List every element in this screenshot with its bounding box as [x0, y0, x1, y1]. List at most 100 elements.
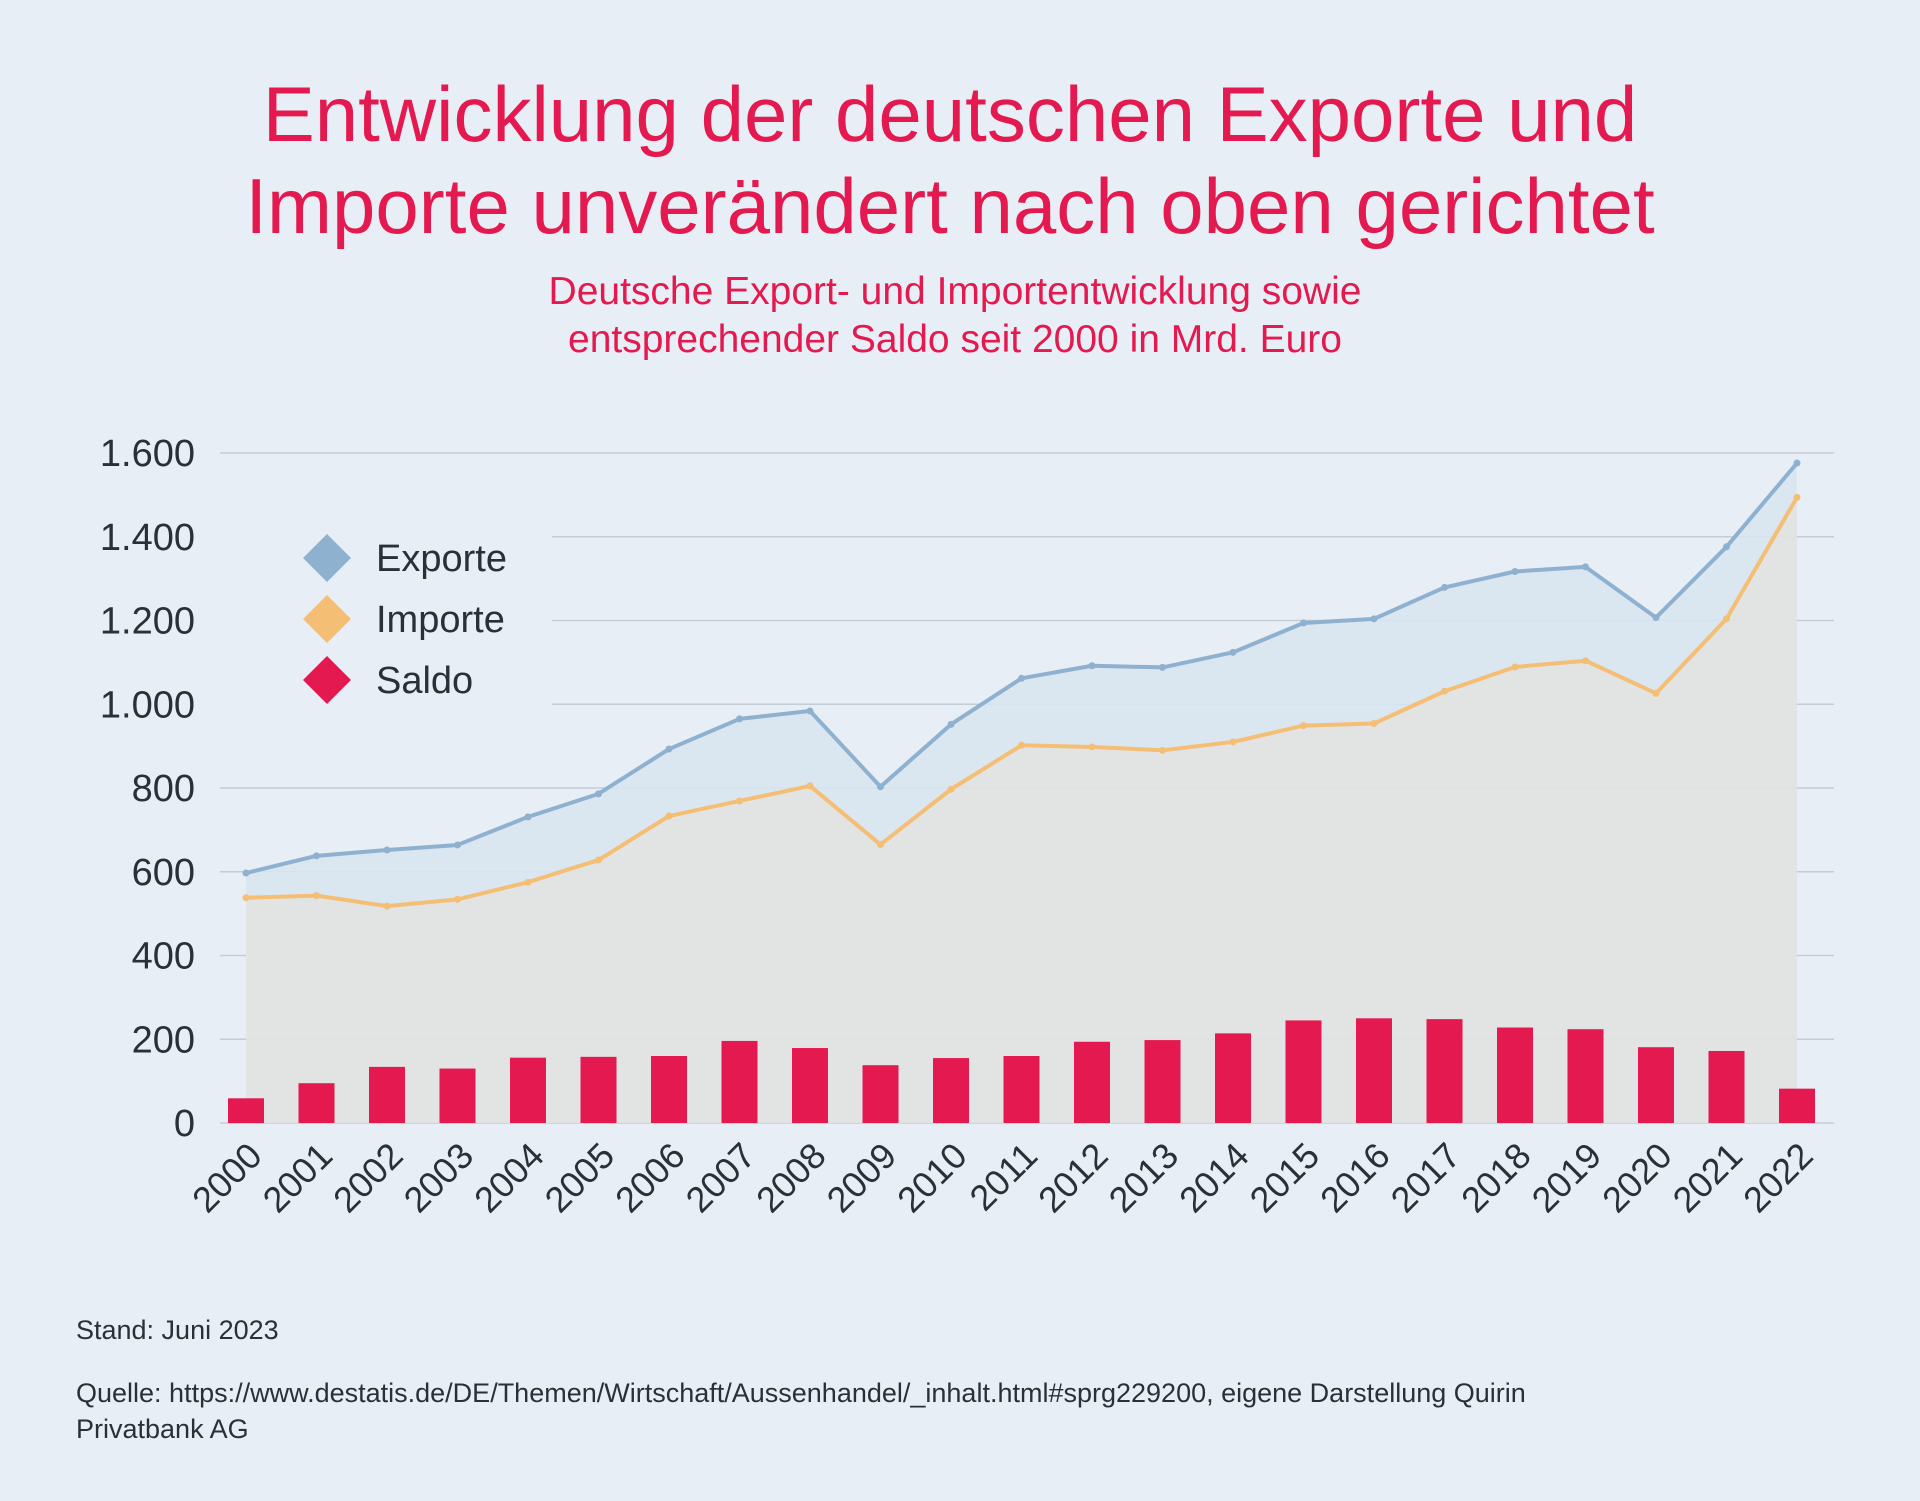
exporte-point — [1159, 663, 1166, 671]
exporte-point — [1723, 543, 1730, 551]
chart-subtitle: Deutsche Export- und Importentwicklung s… — [0, 268, 1910, 364]
exporte-point — [1582, 563, 1589, 571]
y-tick-label: 400 — [132, 936, 195, 978]
exporte-point — [736, 715, 743, 723]
x-tick-label: 2009 — [819, 1135, 905, 1221]
y-tick-label: 1.400 — [100, 517, 195, 559]
x-tick-label: 2000 — [184, 1135, 270, 1221]
saldo-bar — [1708, 1050, 1745, 1123]
x-tick-label: 2020 — [1594, 1135, 1680, 1221]
x-tick-label: 2018 — [1453, 1135, 1539, 1221]
importe-point — [383, 902, 391, 910]
chart-title: Entwicklung der deutschen Exporte und Im… — [0, 68, 1900, 252]
x-tick-label: 2016 — [1312, 1135, 1398, 1221]
y-tick-label: 1.200 — [100, 601, 195, 643]
saldo-bar — [580, 1056, 617, 1123]
saldo-bar — [298, 1083, 335, 1123]
x-tick-label: 2012 — [1030, 1135, 1116, 1221]
saldo-bar — [1003, 1056, 1040, 1123]
saldo-bar — [1074, 1041, 1110, 1123]
legend-label-saldo: Saldo — [376, 660, 473, 702]
title-line-2: Importe unverändert nach oben gerichtet — [245, 162, 1655, 250]
x-tick-label: 2007 — [678, 1135, 764, 1221]
y-tick-label: 600 — [132, 852, 195, 894]
importe-point — [1018, 741, 1025, 749]
x-tick-label: 2011 — [961, 1135, 1045, 1219]
importe-point — [806, 782, 814, 790]
importe-point — [1793, 493, 1801, 501]
saldo-bar — [792, 1048, 828, 1123]
legend-marker-saldo — [303, 656, 351, 704]
saldo-bar — [1356, 1018, 1392, 1123]
y-tick-label: 1.600 — [100, 433, 195, 475]
importe-point — [1441, 687, 1448, 695]
x-tick-label: 2004 — [466, 1135, 552, 1221]
importe-point — [454, 895, 461, 903]
footer-stand: Stand: Juni 2023 — [76, 1315, 279, 1345]
saldo-bar — [369, 1066, 405, 1123]
footer-source: Quelle: https://www.destatis.de/DE/Theme… — [76, 1375, 1856, 1447]
importe-point — [1723, 615, 1730, 623]
y-tick-label: 1.000 — [100, 684, 195, 726]
importe-point — [1652, 689, 1660, 697]
importe-point — [1159, 746, 1166, 754]
importe-point — [1229, 738, 1237, 746]
x-tick-label: 2003 — [396, 1135, 482, 1221]
title-line-1: Entwicklung der deutschen Exporte und — [262, 70, 1638, 158]
exporte-point — [595, 790, 602, 798]
legend-marker-importe — [303, 595, 351, 643]
exporte-point — [1793, 459, 1801, 467]
importe-point — [313, 892, 320, 900]
y-tick-label: 200 — [132, 1019, 195, 1061]
exporte-point — [1229, 648, 1237, 656]
subtitle-line-2: entsprechender Saldo seit 2000 in Mrd. E… — [568, 318, 1342, 361]
x-tick-label: 2019 — [1524, 1135, 1610, 1221]
subtitle-line-1: Deutsche Export- und Importentwicklung s… — [548, 270, 1362, 313]
exporte-point — [1370, 615, 1378, 623]
x-tick-label: 2006 — [607, 1135, 693, 1221]
saldo-bar — [1497, 1027, 1533, 1123]
saldo-bar — [651, 1056, 687, 1123]
importe-point — [1370, 720, 1378, 728]
x-tick-label: 2015 — [1242, 1135, 1328, 1221]
exporte-point — [1652, 614, 1660, 622]
importe-point — [1511, 663, 1519, 671]
x-tick-label: 2017 — [1383, 1135, 1469, 1221]
saldo-bar — [228, 1098, 264, 1123]
x-tick-label: 2010 — [889, 1135, 975, 1221]
saldo-bar — [439, 1068, 476, 1123]
importe-point — [1088, 743, 1096, 751]
legend-label-importe: Importe — [376, 599, 505, 641]
saldo-bar — [1567, 1029, 1604, 1123]
x-tick-label: 2008 — [748, 1135, 834, 1221]
exporte-area — [246, 463, 1797, 907]
saldo-bar — [510, 1057, 546, 1123]
exporte-point — [313, 852, 320, 860]
saldo-bar — [1779, 1088, 1815, 1123]
exporte-point — [454, 841, 461, 849]
x-tick-label: 2014 — [1171, 1135, 1257, 1221]
saldo-bar — [862, 1065, 899, 1123]
exporte-point — [806, 707, 814, 715]
saldo-bar — [1638, 1047, 1674, 1123]
exporte-point — [665, 745, 673, 753]
x-tick-label: 2013 — [1101, 1135, 1187, 1221]
x-tick-label: 2022 — [1735, 1135, 1821, 1221]
exporte-point — [1511, 568, 1519, 576]
exporte-point — [383, 846, 391, 854]
exporte-point — [947, 720, 955, 728]
x-tick-label: 2001 — [255, 1135, 341, 1221]
saldo-bar — [933, 1058, 969, 1123]
importe-point — [242, 894, 250, 902]
importe-area — [246, 497, 1797, 1123]
footer-source-line-2: Privatbank AG — [76, 1414, 249, 1444]
exporte-point — [1300, 619, 1307, 627]
exporte-point — [1018, 674, 1025, 682]
importe-point — [877, 841, 884, 849]
legend-marker-exporte — [303, 534, 351, 582]
y-tick-label: 800 — [132, 768, 195, 810]
exporte-point — [1441, 583, 1448, 591]
saldo-bar — [1426, 1019, 1463, 1123]
importe-point — [947, 785, 955, 793]
